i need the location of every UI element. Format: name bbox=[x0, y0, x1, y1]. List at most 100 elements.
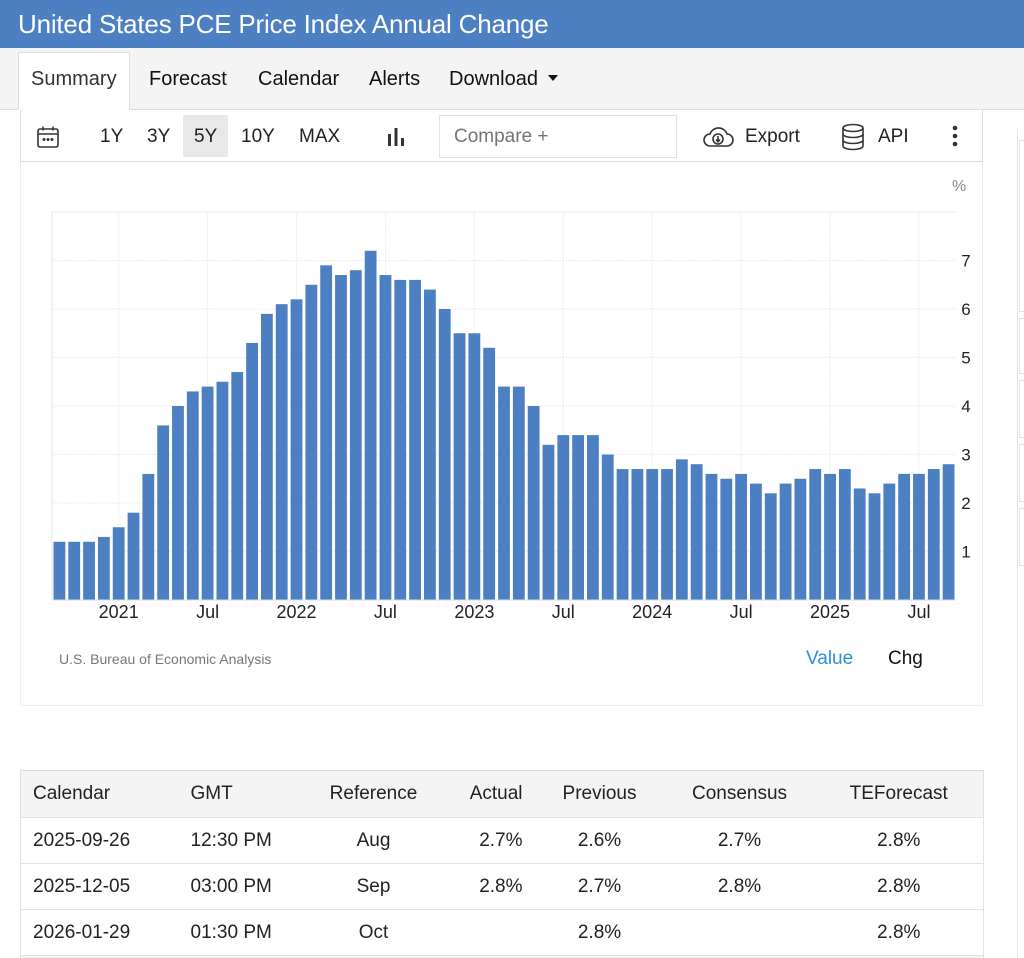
column-header: Consensus bbox=[664, 770, 815, 818]
cell-teforecast: 2.8% bbox=[814, 909, 984, 956]
bar-2021-05 bbox=[172, 406, 184, 600]
sidebar-panel bbox=[1019, 444, 1024, 502]
y-tick-label: 4 bbox=[961, 397, 970, 416]
compare-input[interactable] bbox=[439, 115, 677, 158]
bar-2021-01 bbox=[112, 527, 125, 600]
bar-2023-08 bbox=[572, 435, 585, 600]
cell-time: 03:00 PM bbox=[178, 863, 309, 910]
source-label: U.S. Bureau of Economic Analysis bbox=[59, 651, 272, 667]
range-1y-button[interactable]: 1Y bbox=[100, 126, 124, 147]
bar-2024-05 bbox=[705, 473, 718, 600]
range-10y-button[interactable]: 10Y bbox=[241, 126, 275, 147]
bar-2022-04 bbox=[335, 275, 347, 600]
chg-toggle[interactable]: Chg bbox=[888, 648, 923, 669]
bar-2021-07 bbox=[201, 386, 214, 600]
table-row: 2025-12-05 03:00 PM Sep 2.8% 2.7% 2.8% 2… bbox=[20, 863, 984, 910]
cell-consensus bbox=[664, 909, 815, 956]
x-tick-label: 2021 bbox=[99, 602, 139, 622]
api-button[interactable]: API bbox=[878, 126, 909, 147]
bar-2021-08 bbox=[216, 381, 229, 600]
tab-summary[interactable]: Summary bbox=[18, 52, 130, 110]
cell-consensus: 2.7% bbox=[664, 817, 815, 864]
column-header: TEForecast bbox=[814, 770, 984, 818]
bar-2024-01 bbox=[646, 469, 659, 600]
tab-calendar[interactable]: Calendar bbox=[258, 68, 339, 91]
cell-date: 2026-01-29 bbox=[20, 909, 179, 956]
bar-2023-05 bbox=[527, 406, 540, 600]
bar-2024-10 bbox=[779, 483, 792, 600]
bar-2021-12 bbox=[275, 304, 288, 600]
tab-label: Summary bbox=[31, 68, 117, 90]
bar-2024-09 bbox=[764, 493, 777, 600]
tab-download[interactable]: Download bbox=[449, 68, 558, 91]
cell-partial bbox=[20, 955, 984, 958]
bar-2024-06 bbox=[720, 478, 733, 600]
cell-teforecast: 2.8% bbox=[814, 817, 984, 864]
x-tick-label: Jul bbox=[196, 602, 219, 622]
bar-2022-09 bbox=[409, 279, 421, 600]
cell-date: 2025-12-05 bbox=[20, 863, 179, 910]
cell-time: 01:30 PM bbox=[178, 909, 309, 956]
column-header: Calendar bbox=[20, 770, 179, 818]
y-tick-label: 6 bbox=[961, 300, 970, 319]
vertical-ellipsis-icon[interactable] bbox=[949, 124, 961, 154]
bar-2021-06 bbox=[186, 391, 199, 600]
y-tick-label: 2 bbox=[961, 494, 970, 513]
bar-2025-02 bbox=[838, 469, 851, 600]
y-tick-label: 1 bbox=[961, 543, 970, 562]
sidebar-panel bbox=[1019, 318, 1024, 374]
cloud-download-icon[interactable] bbox=[701, 125, 735, 155]
export-button[interactable]: Export bbox=[745, 126, 800, 147]
tab-strip: Summary Forecast Calendar Alerts Downloa… bbox=[0, 48, 1024, 110]
cell-time: 12:30 PM bbox=[178, 817, 309, 864]
bar-2020-10 bbox=[68, 541, 81, 600]
database-icon[interactable] bbox=[841, 123, 865, 157]
range-3y-button[interactable]: 3Y bbox=[147, 126, 171, 147]
calendar-table: Calendar GMT Reference Actual Previous C… bbox=[20, 770, 984, 958]
bar-2024-11 bbox=[794, 478, 807, 600]
bar-chart-icon[interactable] bbox=[385, 125, 407, 153]
y-tick-label: 5 bbox=[961, 349, 970, 368]
x-tick-label: 2025 bbox=[810, 602, 850, 622]
range-5y-button[interactable]: 5Y bbox=[183, 115, 229, 157]
column-header: Actual bbox=[438, 770, 535, 818]
bar-2024-04 bbox=[690, 464, 703, 600]
x-tick-label: 2023 bbox=[454, 602, 494, 622]
x-tick-label: Jul bbox=[374, 602, 397, 622]
bar-2022-01 bbox=[290, 299, 303, 600]
x-tick-label: Jul bbox=[552, 602, 575, 622]
bar-2023-09 bbox=[587, 435, 599, 600]
cell-reference: Oct bbox=[308, 909, 439, 956]
range-max-button[interactable]: MAX bbox=[299, 126, 341, 147]
x-tick-label: Jul bbox=[907, 602, 930, 622]
bar-2025-09 bbox=[942, 464, 955, 600]
bar-2025-01 bbox=[824, 473, 836, 600]
cell-date: 2025-09-26 bbox=[20, 817, 179, 864]
cell-consensus: 2.8% bbox=[664, 863, 815, 910]
column-header: GMT bbox=[178, 770, 309, 818]
tab-alerts[interactable]: Alerts bbox=[369, 68, 420, 91]
calendar-icon[interactable] bbox=[35, 124, 61, 156]
bar-2022-02 bbox=[305, 284, 318, 600]
cell-previous: 2.6% bbox=[534, 817, 665, 864]
sidebar-panel bbox=[1019, 140, 1024, 312]
cell-actual bbox=[438, 909, 535, 956]
chart-toolbar: 1Y 3Y 5Y 10Y MAX Export API bbox=[20, 110, 983, 162]
bar-2022-10 bbox=[423, 289, 436, 600]
bar-2023-01 bbox=[468, 333, 481, 600]
bar-2023-04 bbox=[512, 386, 525, 600]
right-sidebar-edge bbox=[1017, 128, 1024, 958]
y-tick-label: 3 bbox=[961, 446, 970, 465]
bar-2024-12 bbox=[809, 469, 822, 600]
bar-2025-08 bbox=[927, 469, 940, 600]
value-toggle[interactable]: Value bbox=[806, 648, 854, 669]
bar-2024-07 bbox=[735, 473, 748, 600]
tab-forecast[interactable]: Forecast bbox=[149, 68, 227, 91]
bar-2025-06 bbox=[898, 473, 911, 600]
sidebar-panel bbox=[1019, 508, 1024, 566]
bar-2020-12 bbox=[97, 536, 110, 600]
bar-2023-10 bbox=[601, 454, 614, 600]
tab-label: Alerts bbox=[369, 68, 421, 90]
column-header: Reference bbox=[308, 770, 439, 818]
bar-2023-11 bbox=[616, 469, 629, 600]
